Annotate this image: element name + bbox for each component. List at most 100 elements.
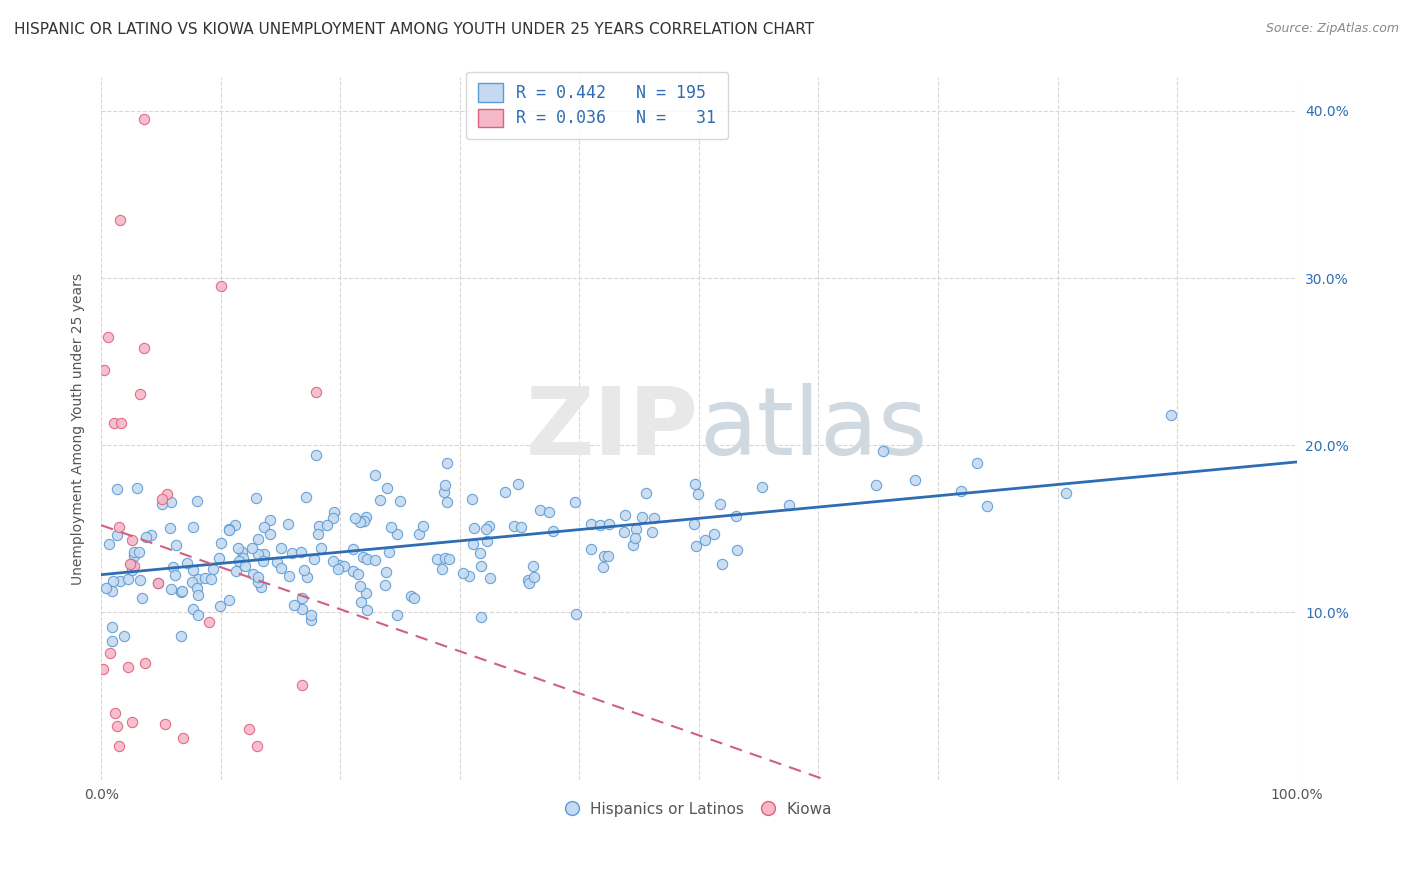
Point [131,591,153,606]
Point [283,598,305,612]
Point [134,656,156,670]
Point [779,498,801,512]
Text: atlas: atlas [699,383,927,475]
Point [641,524,664,539]
Point [108,520,131,534]
Point [153,717,176,731]
Point [121,714,143,729]
Point [108,574,131,588]
Point [132,341,155,355]
Point [218,593,240,607]
Point [110,417,132,431]
Point [209,279,232,293]
Point [91,663,114,677]
Point [693,533,716,547]
Point [374,565,396,579]
Point [565,607,588,622]
Point [93,363,115,377]
Point [437,551,460,566]
Point [592,560,614,574]
Point [103,416,125,430]
Point [354,585,377,599]
Point [122,549,145,563]
Point [494,485,516,500]
Point [342,564,364,578]
Point [346,567,368,582]
Point [253,547,276,561]
Point [134,112,156,127]
Point [593,549,616,563]
Text: HISPANIC OR LATINO VS KIOWA UNEMPLOYMENT AMONG YOUTH UNDER 25 YEARS CORRELATION : HISPANIC OR LATINO VS KIOWA UNEMPLOYMENT… [14,22,814,37]
Point [636,486,658,500]
Point [232,551,254,566]
Point [150,497,173,511]
Point [302,551,325,566]
Point [170,584,193,599]
Point [194,571,217,585]
Point [97,536,120,550]
Point [688,486,710,500]
Point [356,602,378,616]
Point [291,591,314,606]
Point [399,590,422,604]
Point [198,615,221,629]
Legend: Hispanics or Latinos, Kiowa: Hispanics or Latinos, Kiowa [558,794,839,824]
Point [128,387,150,401]
Point [322,511,344,525]
Point [270,541,292,555]
Point [146,575,169,590]
Point [150,491,173,506]
Point [436,495,458,509]
Point [378,545,401,559]
Point [412,519,434,533]
Point [209,599,232,613]
Point [703,526,725,541]
Point [127,481,149,495]
Point [107,739,129,754]
Point [685,539,707,553]
Point [105,719,128,733]
Point [333,558,356,573]
Point [564,495,586,509]
Point [101,583,124,598]
Point [1160,409,1182,423]
Point [356,552,378,566]
Point [291,602,314,616]
Point [104,706,127,720]
Point [181,574,204,589]
Point [976,499,998,513]
Point [218,523,240,537]
Point [270,561,292,575]
Point [224,517,246,532]
Point [186,493,208,508]
Point [163,568,186,582]
Point [685,477,707,491]
Point [613,525,636,540]
Text: ZIP: ZIP [526,383,699,475]
Point [122,559,145,574]
Point [176,556,198,570]
Point [146,575,169,590]
Point [181,563,204,577]
Point [291,678,314,692]
Point [94,581,117,595]
Point [159,521,181,535]
Point [139,528,162,542]
Point [470,559,492,574]
Point [354,510,377,524]
Point [710,558,733,572]
Point [626,522,648,536]
Point [259,513,281,527]
Point [187,608,209,623]
Point [350,594,373,608]
Point [950,484,973,499]
Point [509,519,531,533]
Point [252,554,274,568]
Point [349,515,371,529]
Point [436,456,458,470]
Point [342,541,364,556]
Point [328,558,350,572]
Point [160,495,183,509]
Point [402,591,425,605]
Point [408,527,430,541]
